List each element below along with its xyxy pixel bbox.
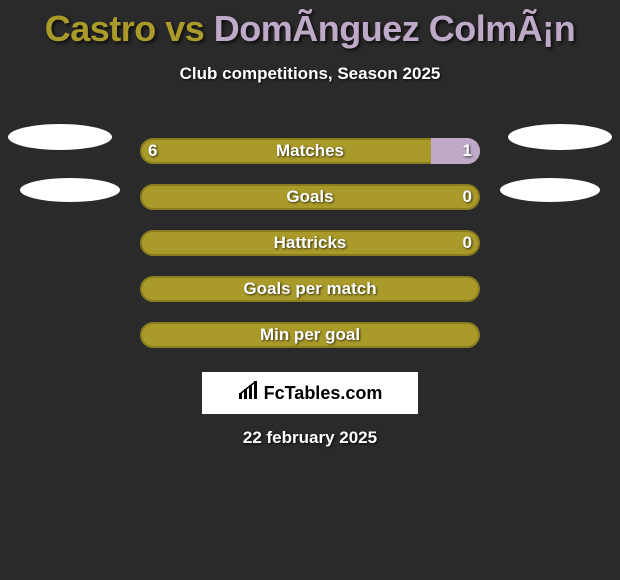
stat-label: Matches	[140, 138, 480, 164]
title-player1: Castro	[45, 8, 156, 49]
stat-row: Hattricks0	[0, 220, 620, 266]
page-title: Castro vs DomÃ­nguez ColmÃ¡n	[0, 0, 620, 50]
stat-bar: Min per goal	[140, 322, 480, 348]
stats-rows: Matches61Goals0Hattricks0Goals per match…	[0, 128, 620, 358]
stat-row: Goals per match	[0, 266, 620, 312]
stat-row: Goals0	[0, 174, 620, 220]
date-text: 22 february 2025	[0, 428, 620, 448]
stat-value-left: 6	[148, 138, 157, 164]
chart-icon	[238, 381, 260, 406]
title-player2: DomÃ­nguez ColmÃ¡n	[214, 8, 575, 49]
stat-bar: Matches6 1	[140, 138, 480, 164]
brand-text: FcTables.com	[264, 383, 383, 404]
subtitle: Club competitions, Season 2025	[0, 64, 620, 84]
stat-bar: Hattricks0	[140, 230, 480, 256]
stat-label: Goals	[140, 184, 480, 210]
stat-label: Min per goal	[140, 322, 480, 348]
stat-label: Hattricks	[140, 230, 480, 256]
brand-box: FcTables.com	[202, 372, 418, 414]
stat-value-right: 0	[463, 230, 472, 256]
stat-row: Matches6 1	[0, 128, 620, 174]
stat-bar: Goals0	[140, 184, 480, 210]
title-vs: vs	[156, 8, 214, 49]
stat-value-right: 0	[463, 184, 472, 210]
stat-row: Min per goal	[0, 312, 620, 358]
stat-bar: Goals per match	[140, 276, 480, 302]
stat-value-right: 1	[463, 138, 472, 164]
stat-label: Goals per match	[140, 276, 480, 302]
